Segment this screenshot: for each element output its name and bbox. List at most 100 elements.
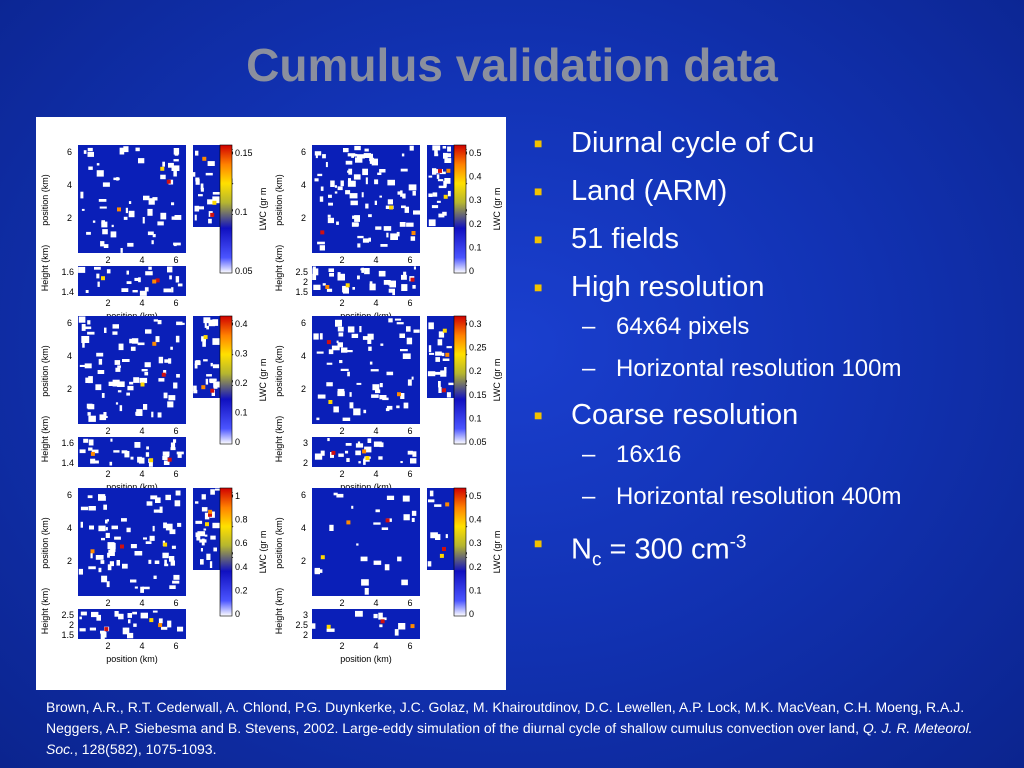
panel-1-x-tick: 4 [139,255,144,265]
panel-2-top-cloud-cell [345,190,351,195]
panel-3-cross-lwc-maximum [149,458,154,463]
panel-5-top-cloud-cell [164,559,167,566]
panel-2-top-cloud-cell [362,168,368,176]
panel-5-top-cloud-cell [80,521,83,528]
panel-2-top-cloud-cell [334,191,338,194]
panel-6-colorbar-tick: 0.2 [469,562,482,572]
panel-2-colorbar [453,144,467,274]
panel-4-colorbar-tick: 0.25 [469,343,487,353]
panel-3-top-cloud-cell [118,343,124,351]
panel-3-side-cloud-cell [203,359,208,362]
panel-5-side-cloud-cell [196,536,201,541]
panel-4-z-label: Height (km) [274,416,284,463]
panel-4-cross-cloud-cell [412,451,417,457]
panel-1-top-cloud-cell [143,195,150,201]
panel-2-cross-cloud-cell [342,286,349,293]
dash-marker: – [582,313,596,340]
panel-6-z-tick: 2 [303,630,308,640]
panel-2-side-cloud-cell [432,145,441,151]
bullet-text: Land (ARM) [571,175,728,207]
panel-3-side-lwc-maximum [203,335,208,340]
panel-6-z-tick: 3 [303,610,308,620]
panel-1-top-cloud-cell [151,240,154,245]
panel-5-top-cloud-cell [153,509,161,513]
panel-5-side-cloud-cell [203,528,207,531]
panel-4-cross-cloud-cell [345,443,352,446]
panel-3-cross-cloud-cell [110,438,113,442]
panel-6-z-label: Height (km) [274,588,284,635]
panel-2-top-cloud-cell [364,148,369,152]
panel-1-top-cloud-cell [138,158,145,164]
panel-6-top-cloud-cell [356,543,359,546]
panel-5-top-cloud-cell [150,495,158,500]
panel-1-top-cloud-cell [92,220,96,223]
panel-1-cross-cloud-cell [96,273,100,279]
panel-3-top-cloud-cell [163,370,167,374]
panel-6-top-cloud-cell [373,560,382,565]
panel-3-cross-cloud-cell [79,449,86,454]
panel-6-x-label: position (km) [340,654,392,664]
panel-1-top-bg [78,145,186,253]
panel-1-top-cloud-cell [173,159,179,162]
panel-2-top-cloud-cell [392,237,397,240]
panel-5-side-cloud-cell [200,548,203,552]
panel-5-cross-cloud-cell [96,614,101,621]
panel-5-top-cloud-cell [122,563,128,569]
panel-3-top-cloud-cell [119,405,123,412]
panel-5-cross-cloud-cell [177,626,184,632]
panel-5-top-lwc-maximum [120,544,124,549]
panel-5-side-cloud-cell [210,489,215,495]
panel-4-top-cloud-cell [337,326,344,332]
panel-1-top-cloud-cell [168,162,174,168]
panel-3-cross-cloud-cell [163,460,170,465]
panel-2-cross-cloud-cell [412,285,416,289]
panel-1-x-tick: 2 [105,255,110,265]
panel-2-top-cloud-cell [402,193,406,199]
panel-4-top-cloud-cell [369,361,373,365]
panel-5-top-cloud-cell [149,535,155,541]
panel-4-x-tick: 2 [339,426,344,436]
panel-4-top-cloud-cell [362,336,370,340]
panel-4-cross-cloud-cell [363,459,366,465]
panel-3-top-cloud-cell [87,331,95,335]
panel-5-side-cloud-cell [215,488,222,491]
panel-5-top-cloud-cell [105,519,108,524]
panel-1-top-cloud-cell [100,241,105,247]
panel-4-y-tick: 6 [301,318,306,328]
panel-4-top-cloud-cell [359,326,362,333]
panel-5-colorbar [219,487,233,617]
panel-2-cross-x-tick: 4 [373,298,378,308]
panel-2-top-cloud-cell [340,180,344,187]
panel-2-top-cloud-cell [396,231,400,237]
panel-6-y-label: position (km) [274,517,284,569]
panel-2-cross-cloud-cell [337,273,345,281]
panel-4-top-cloud-cell [386,405,393,410]
panel-6-side-cloud-cell [430,532,438,539]
panel-5-x-tick: 2 [105,598,110,608]
panel-1-top-cloud-cell [83,150,87,154]
panel-3-top-cloud-cell [158,378,165,382]
panel-1-top-cloud-cell [88,166,93,170]
panel-5-top-cloud-cell [134,586,138,589]
panel-3-side-cloud-cell [202,340,206,347]
panel-2-cross-lwc-maximum [410,277,415,282]
panel-5-top-cloud-cell [98,525,106,532]
panel-6-side-cloud-cell [429,490,434,497]
panel-6-cross-x-tick: 6 [407,641,412,651]
panel-3-side-cloud-cell [211,389,215,396]
panel-2-top-cloud-cell [374,179,379,185]
panel-2-top-cloud-cell [374,200,377,205]
panel-2-top-cloud-cell [408,184,417,191]
panel-3-x-label: position (km) [106,482,158,492]
panel-1-cross-cloud-cell [177,283,183,287]
panel-3-cross-cloud-cell [124,451,130,458]
panel-3-z-tick: 1.4 [61,458,74,468]
panel-3-cross-cloud-cell [170,447,176,451]
panel-4-top-cloud-cell [370,369,379,372]
panel-4-top-cloud-cell [349,392,352,397]
panel-3-cross-x-tick: 2 [105,469,110,479]
panel-5-cross-cloud-cell [161,626,168,630]
panel-3-top-cloud-cell [117,382,122,386]
slide-title: Cumulus validation data [246,39,778,91]
panel-6-cross-cloud-cell [326,628,335,632]
